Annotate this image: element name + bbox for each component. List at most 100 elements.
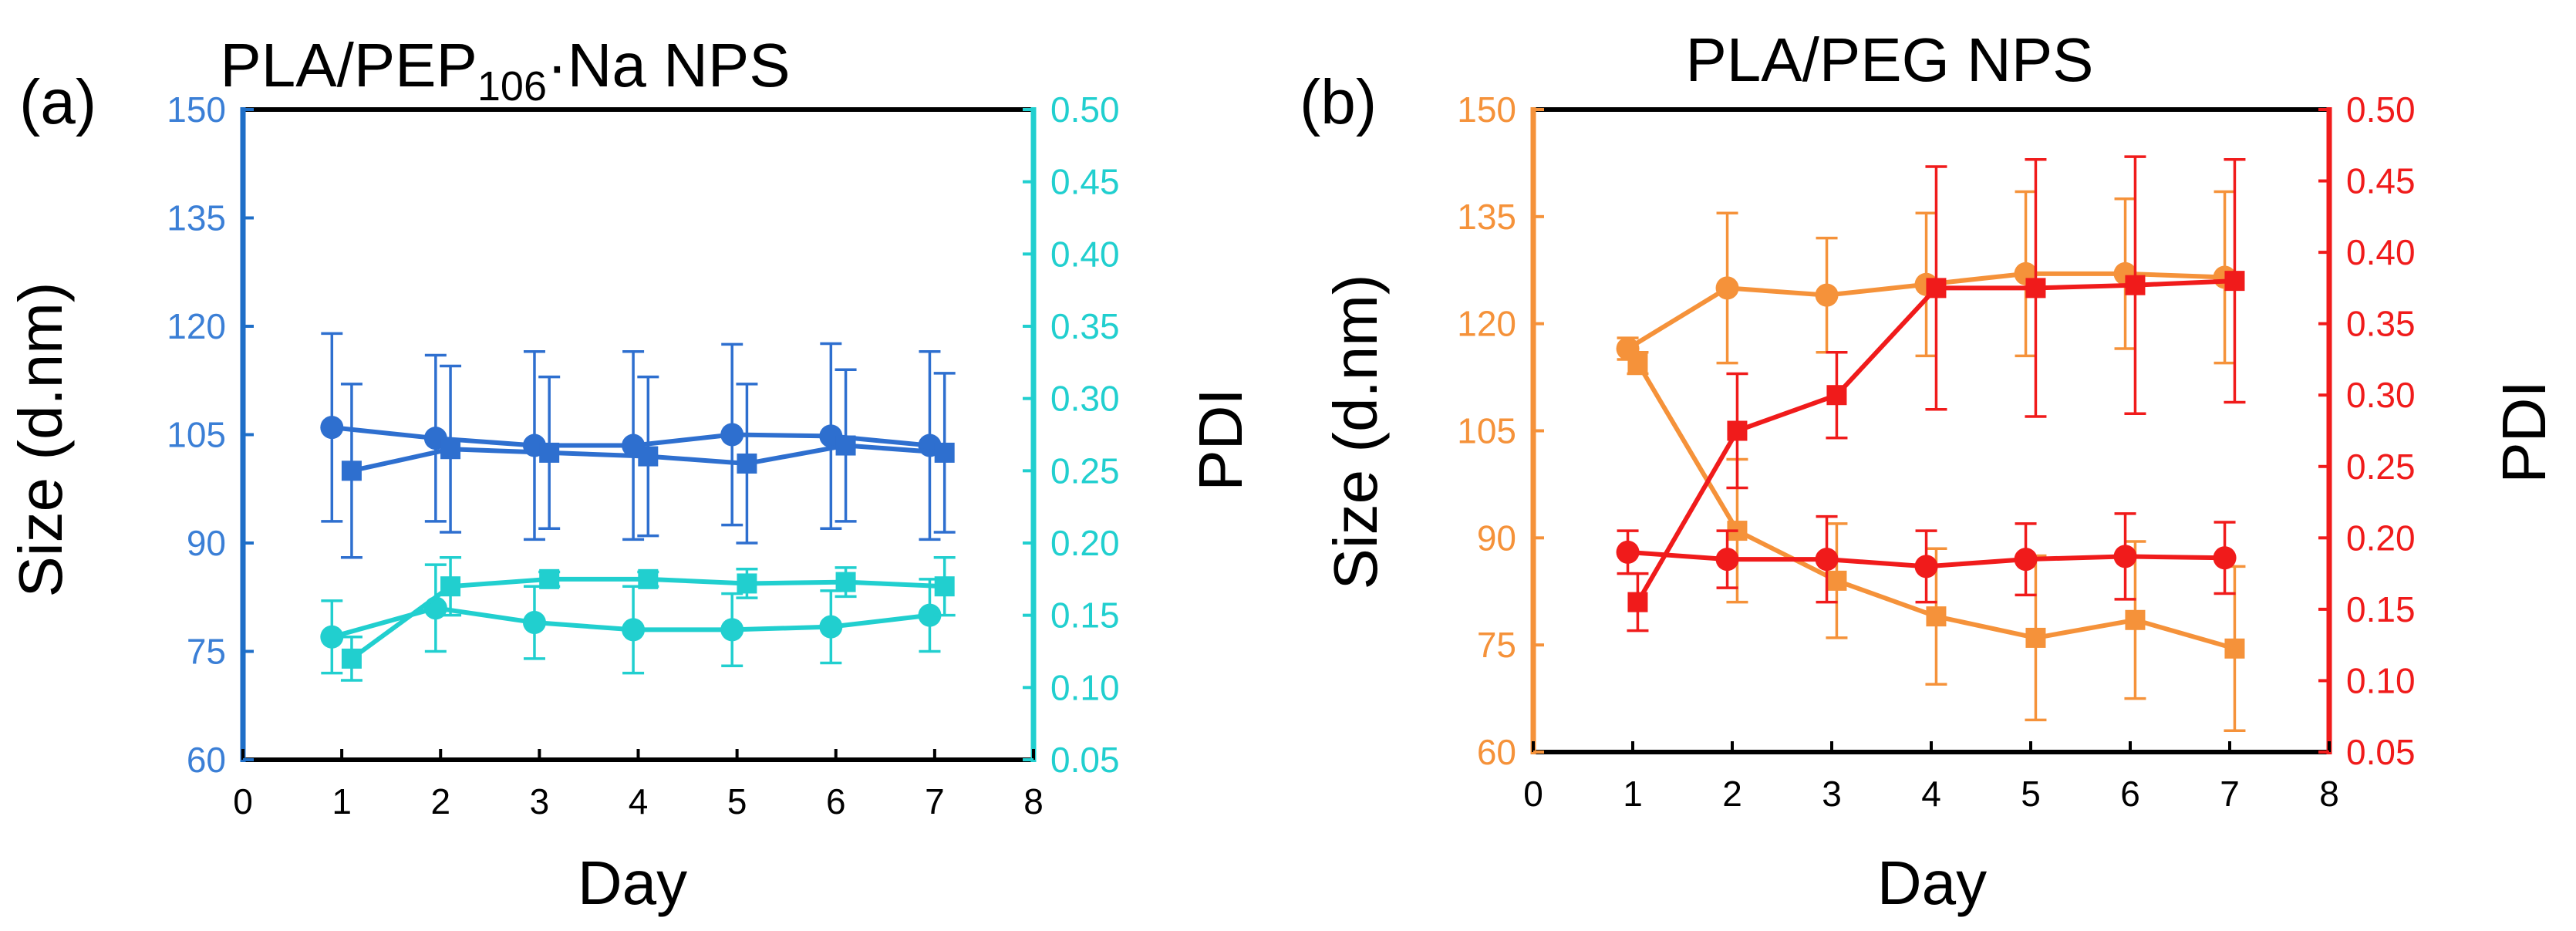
panel-b-series-3-point: [1727, 420, 1748, 441]
panel-b-series-1-point: [2224, 638, 2245, 659]
panel-a-label: (a): [19, 67, 96, 137]
panel-b: (b) PLA/PEG NPS Size (d.nm) PDI Day 0 1 2 3…: [1300, 25, 2558, 917]
panel-b-ytick-left-label: 120: [1457, 304, 1516, 344]
panel-b-series-3-point: [1826, 385, 1847, 406]
panel-a-series-3-point: [341, 648, 362, 669]
panel-a-series-3-point: [539, 568, 560, 589]
panel-b-xtick-label: 3: [1822, 774, 1842, 814]
panel-b-ytick-right-label: 0.20: [2346, 518, 2416, 558]
panel-a-ytick-right-label: 0.30: [1050, 379, 1120, 419]
panel-a-series-3: [340, 555, 956, 682]
panel-b-ytick-right-label: 0.15: [2346, 589, 2416, 629]
panel-a-ytick-right-label: 0.25: [1050, 450, 1120, 491]
panel-b-ytick-left-label: 60: [1477, 732, 1516, 772]
panel-a-xtick-label: 8: [1023, 781, 1044, 821]
panel-a-ytick-left-label: 60: [187, 740, 226, 780]
panel-a-xlabel: Day: [578, 848, 687, 917]
panel-a-series-1-point: [440, 439, 461, 460]
panel-a-series-2-point: [320, 625, 344, 649]
panel-a-xtick-label: 5: [727, 781, 747, 821]
panel-a-ytick-right-label: 0.40: [1050, 234, 1120, 274]
panel-a-series-1-point: [539, 442, 560, 463]
panel-b-xtick-label: 7: [2220, 774, 2240, 814]
panel-b-series-1-point: [2025, 627, 2046, 648]
panel-a-title: PLA/PEP106·Na NPS: [220, 31, 790, 110]
panel-a-xtick-label: 0: [233, 781, 253, 821]
panel-a-series-3-point: [638, 568, 659, 589]
panel-b-series-3: [1627, 155, 2246, 632]
panel-b-ytick-left-label: 150: [1457, 89, 1516, 130]
panel-a-ytick-left-label: 120: [167, 306, 226, 346]
panel-b-ytick-right-label: 0.05: [2346, 732, 2416, 772]
panel-a-ytick-right-label: 0.05: [1050, 740, 1120, 780]
panel-b-xlabel: Day: [1877, 848, 1987, 917]
panel-b-ylabel-left: Size (d.nm): [1321, 275, 1390, 590]
panel-b-series-2-point: [1914, 555, 1938, 579]
panel-b-ytick-left-label: 105: [1457, 411, 1516, 451]
panel-a-series-0: [320, 332, 942, 541]
panel-b-series-3-point: [1627, 592, 1648, 612]
panel-a-ytick-left-label: 135: [167, 198, 226, 238]
panel-b-series-2-point: [1815, 548, 1839, 572]
panel-a-series-1-point: [737, 453, 757, 474]
panel-b-series-1-point: [2125, 609, 2146, 630]
panel-b-series-1-point: [1926, 606, 1947, 627]
panel-a-series-2-point: [819, 615, 843, 639]
panel-b-series-3-point: [2025, 278, 2046, 299]
panel-a-series-2-point: [522, 611, 546, 635]
panel-a-ytick-left-label: 90: [187, 523, 226, 563]
panel-a-ytick-right-label: 0.10: [1050, 667, 1120, 707]
panel-b-series-2-point: [2113, 545, 2137, 568]
panel-a-ytick-right-label: 0.45: [1050, 162, 1120, 202]
panel-b-series-1-point: [1826, 570, 1847, 591]
panel-a-series-1-point: [934, 442, 955, 463]
panel-a-xtick-label: 6: [826, 781, 846, 821]
panel-a-series-0-point: [720, 423, 744, 447]
panel-a-ytick-left-label: 75: [187, 632, 226, 672]
panel-b-title: PLA/PEG NPS: [1685, 25, 2093, 94]
panel-a-ytick-right-label: 0.15: [1050, 595, 1120, 636]
panel-a-series-1: [340, 364, 956, 559]
panel-a-xtick-label: 1: [332, 781, 352, 821]
panel-b-series-0-point: [1815, 283, 1839, 307]
panel-a-series-1-point: [638, 446, 659, 467]
panel-a-xtick-label: 7: [925, 781, 945, 821]
panel-b-series-0-point: [1715, 276, 1739, 300]
panel-a-ytick-right-label: 0.50: [1050, 89, 1120, 130]
panel-b-series-2-point: [1715, 548, 1739, 572]
panel-a-xtick-label: 4: [629, 781, 649, 821]
panel-b-series-2-point: [2014, 548, 2038, 572]
panel-a-xtick-label: 2: [430, 781, 450, 821]
panel-b-ytick-right-label: 0.30: [2346, 375, 2416, 415]
panel-a-series-1-point: [835, 435, 856, 456]
panel-b-ytick-right-label: 0.40: [2346, 232, 2416, 272]
panel-a-ytick-right-label: 0.20: [1050, 523, 1120, 563]
panel-b-ytick-right-label: 0.35: [2346, 304, 2416, 344]
panel-b-series-2-point: [2213, 546, 2237, 570]
panel-b-series-1-point: [1627, 352, 1648, 373]
panel-b-ytick-right-label: 0.50: [2346, 89, 2416, 130]
panel-b-xtick-label: 2: [1722, 774, 1742, 814]
panel-a: (a) PLA/PEP106·Na NPS Size (d.nm) PDI Da…: [6, 31, 1255, 917]
panel-a-series-0-point: [320, 416, 344, 440]
panel-a-series-2-point: [720, 618, 744, 642]
panel-b-series-3-point: [2125, 275, 2146, 295]
panel-b-ytick-left-label: 75: [1477, 625, 1516, 665]
panel-b-series-3-point: [2224, 271, 2245, 292]
panel-b-xtick-label: 5: [2021, 774, 2041, 814]
panel-a-ylabel-left: Size (d.nm): [6, 282, 75, 598]
panel-b-label: (b): [1300, 67, 1377, 137]
panel-a-series-1-point: [341, 460, 362, 481]
panel-a-series-2: [320, 563, 942, 675]
panel-a-ytick-left-label: 150: [167, 89, 226, 130]
panel-a-series-3-point: [934, 576, 955, 597]
panel-b-xtick-label: 6: [2120, 774, 2140, 814]
panel-a-series-3-point: [835, 572, 856, 592]
panel-b-ytick-left-label: 135: [1457, 197, 1516, 237]
panel-a-series-3-point: [440, 576, 461, 597]
panel-a-ytick-left-label: 105: [167, 415, 226, 455]
panel-b-ylabel-right: PDI: [2490, 380, 2558, 483]
panel-b-ytick-right-label: 0.45: [2346, 161, 2416, 201]
panel-a-ylabel-right: PDI: [1186, 388, 1255, 491]
